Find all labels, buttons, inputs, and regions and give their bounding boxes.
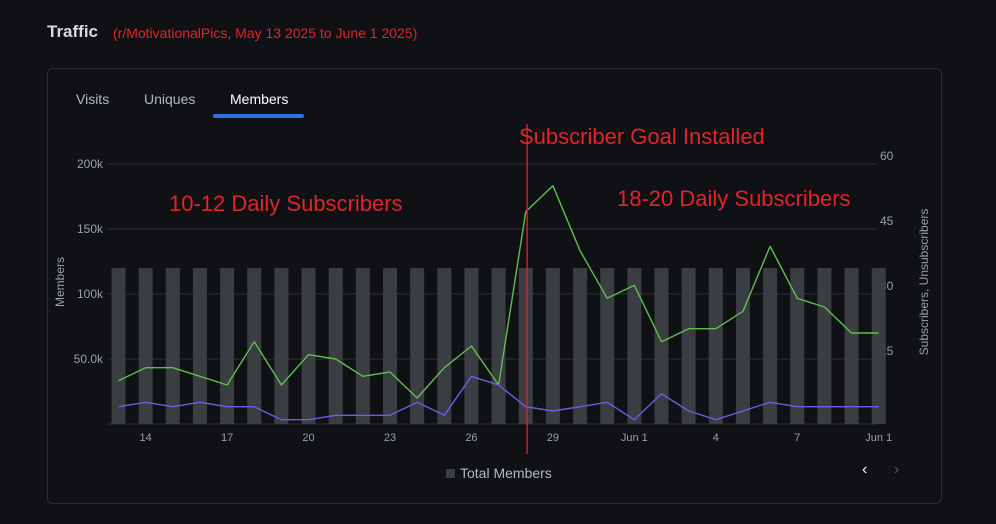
legend-label: Total Members	[460, 465, 552, 481]
before-annotation-label: 10-12 Daily Subscribers	[169, 191, 403, 216]
bar	[735, 268, 750, 424]
goal-annotation-label: Subscriber Goal Installed	[519, 124, 765, 149]
unsubscribers-line	[118, 375, 879, 421]
tab-members[interactable]: Members	[230, 91, 289, 107]
bar	[383, 268, 397, 424]
legend-swatch	[446, 468, 455, 478]
bar	[844, 268, 859, 424]
bar	[437, 268, 452, 424]
x-tick-label: 29	[547, 432, 559, 444]
bar	[328, 268, 343, 424]
bar	[627, 268, 642, 424]
bar	[138, 268, 153, 424]
after-annotation-label: 18-20 Daily Subscribers	[617, 186, 851, 211]
bar	[111, 268, 126, 424]
chevron-left-icon[interactable]: ‹	[862, 461, 868, 478]
active-tab-indicator	[213, 114, 304, 118]
bar	[274, 268, 289, 424]
y2-axis-label: Subscribers, Unsubscribers	[917, 209, 931, 356]
bar	[518, 268, 533, 424]
bar	[301, 268, 316, 424]
bar	[790, 268, 805, 424]
x-tick-label: 26	[465, 432, 477, 444]
y-tick-label: 200k	[77, 157, 104, 171]
bar	[545, 268, 560, 424]
y2-tick-label: 60	[880, 149, 894, 163]
bar	[165, 268, 180, 424]
bar	[763, 268, 778, 424]
x-tick-label: 20	[302, 432, 314, 444]
y-tick-label: 150k	[77, 222, 104, 236]
y-tick-label: 50.0k	[74, 352, 104, 366]
x-tick-label: 23	[384, 432, 396, 444]
chart-legend[interactable]: Total Members	[446, 465, 552, 481]
bar	[817, 268, 832, 424]
page-title: Traffic	[47, 22, 99, 41]
bar	[491, 268, 506, 424]
bar	[220, 268, 235, 424]
x-tick-label: Jun 1	[865, 432, 892, 444]
tab-uniques[interactable]: Uniques	[144, 91, 196, 107]
bar	[573, 268, 588, 424]
bar	[600, 268, 615, 424]
y-tick-label: 100k	[77, 287, 104, 301]
bar	[871, 268, 886, 424]
chevron-right-icon[interactable]: ›	[894, 461, 900, 478]
bar	[247, 268, 262, 424]
page-subtitle: (r/MotivationalPics, May 13 2025 to June…	[113, 25, 418, 41]
bar	[681, 268, 696, 424]
x-tick-label: 17	[221, 432, 233, 444]
y2-tick-label: 45	[880, 214, 894, 228]
x-tick-label: 14	[140, 432, 152, 444]
y-axis-label: Members	[53, 257, 67, 307]
bar	[410, 268, 425, 424]
bar	[708, 268, 723, 424]
bar	[654, 268, 669, 424]
x-tick-label: 4	[713, 432, 719, 444]
x-tick-label: Jun 1	[621, 432, 648, 444]
tab-visits[interactable]: Visits	[76, 91, 110, 107]
bar	[192, 268, 207, 424]
x-tick-label: 7	[794, 432, 800, 444]
bar	[355, 268, 370, 424]
